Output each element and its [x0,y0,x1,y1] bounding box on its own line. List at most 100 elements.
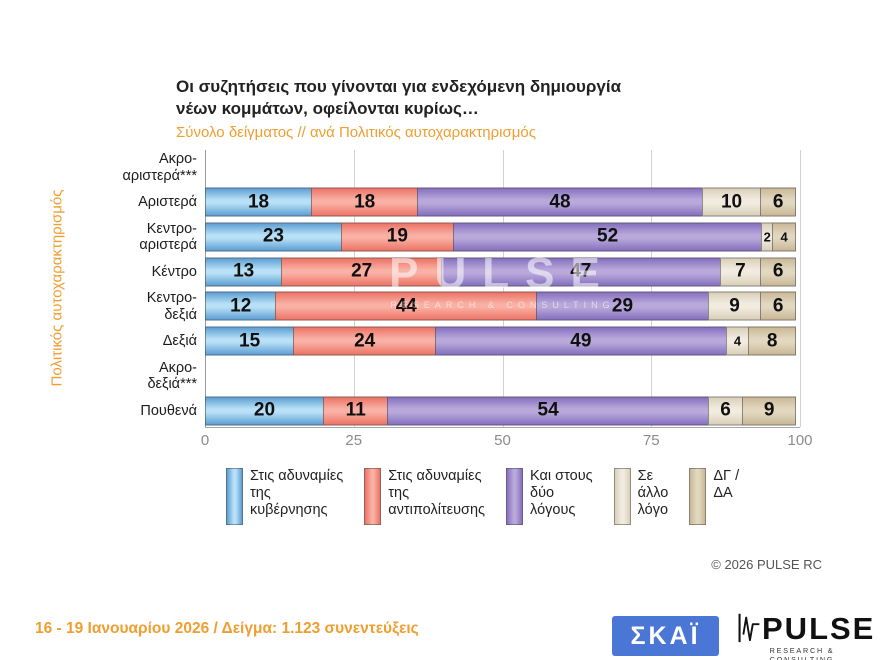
chart-row: Αριστερά 18 18 48 10 6 [138,185,800,220]
pulse-waveform-icon [738,613,760,643]
pulse-logo-text: PULSE [762,611,876,646]
value-label: 10 [720,191,743,213]
survey-note: 16 - 19 Ιανουαρίου 2026 / Δείγμα: 1.123 … [35,620,419,637]
bar-segment: 19 [340,222,454,252]
stacked-bar: 20 11 54 6 9 [205,396,800,426]
category-label: Ακρο- δεξιά*** [147,359,197,392]
bar-segment: 48 [417,187,703,217]
legend-label: ΔΓ / ΔΑ [713,468,740,502]
bar-segment: 8 [748,326,796,356]
value-label: 24 [354,330,376,352]
bar-segment: 29 [536,291,709,321]
value-label: 49 [570,330,592,352]
stacked-bar: 23 19 52 2 4 [205,222,800,252]
value-label: 47 [570,260,592,282]
value-label: 4 [733,333,742,349]
x-tick-label: 0 [200,432,210,449]
value-label: 7 [735,260,746,282]
value-label: 20 [253,399,276,421]
value-label: 23 [262,225,284,247]
category-label: Κεντρο- αριστερά [139,220,197,253]
legend-item: Στις αδυναμίες της αντιπολίτευσης [364,468,485,525]
pulse-logo: PULSE RESEARCH & CONSULTING [736,610,873,660]
gridline [502,150,504,427]
chart-title: Οι συζητήσεις που γίνονται για ενδεχόμεν… [176,77,622,119]
category-label: Πουθενά [140,402,197,419]
value-label: 12 [230,295,252,317]
legend-swatch [613,468,631,525]
value-label: 15 [239,330,261,352]
bar-segment: 9 [707,291,762,321]
value-label: 29 [611,295,634,317]
gridline [800,150,801,427]
category-label: Κεντρο- δεξιά [146,290,197,323]
bar-segment: 4 [772,222,796,252]
bar-segment: 6 [760,257,796,287]
legend: Στις αδυναμίες της κυβέρνησης Στις αδυναμ… [226,468,739,525]
bar-segment: 12 [205,291,277,321]
x-axis: 0 25 50 75 100 [201,432,813,452]
chart-row: Δεξιά 15 24 49 4 8 [163,324,800,359]
chart-row: Κεντρο- αριστερά 23 19 52 2 4 [139,220,800,255]
value-label: 27 [351,260,373,282]
stacked-bar: 18 18 48 10 6 [205,187,800,217]
bar-segment: 27 [281,257,442,287]
bar-segment: 52 [452,222,763,252]
bar-segment: 6 [707,396,744,426]
value-label: 48 [549,191,571,213]
legend-label: Και στους δύο λόγους [530,468,593,519]
bar-segment: 20 [205,396,324,426]
chart-row: Ακρο- δεξιά*** [147,359,800,394]
legend-item: Και στους δύο λόγους [506,468,593,525]
x-tick-label: 75 [642,432,660,449]
x-tick-label: 25 [345,432,363,449]
category-label: Αριστερά [138,194,197,211]
value-label: 2 [763,229,771,245]
skai-logo-text: ΣΚΑΪ [630,621,701,650]
bar-segment: 6 [760,187,796,217]
chart-subtitle: Σύνολο δείγματος // ανά Πολιτικός αυτοχα… [176,124,536,141]
stacked-bar: 13 27 47 7 6 [205,257,800,287]
value-label: 44 [395,295,417,317]
stacked-bar: 15 24 49 4 8 [205,326,800,356]
chart-row: Πουθενά 20 11 54 6 9 [140,393,800,428]
legend-swatch [226,468,243,525]
category-label: Ακρο- αριστερά*** [122,151,197,184]
legend-swatch [506,468,524,525]
value-label: 54 [537,399,559,421]
value-label: 11 [345,399,366,421]
category-label: Δεξιά [162,333,197,350]
bar-segment: 13 [205,257,283,287]
value-label: 18 [354,191,376,213]
x-tick-label: 100 [787,432,813,449]
legend-item: Σε άλλο λόγο [613,468,668,525]
bar-segment: 7 [719,257,762,287]
bar-segment: 47 [440,257,721,287]
bar-segment: 4 [725,326,750,356]
bar-segment: 24 [293,326,437,356]
legend-item: Στις αδυναμίες της κυβέρνησης [226,468,343,525]
legend-label: Στις αδυναμίες της κυβέρνησης [250,468,344,519]
bar-segment: 18 [311,187,419,217]
value-label: 8 [766,330,778,352]
plot-area: Ακρο- αριστερά*** Αριστερά 18 18 48 10 6 Κεντρο… [122,150,801,428]
bar-segment: 15 [205,326,295,356]
gridline [651,150,653,427]
value-label: 6 [720,399,731,421]
chart-row: Ακρο- αριστερά*** [122,150,800,185]
legend-swatch [689,468,707,525]
bar-segment: 10 [701,187,762,217]
value-label: 9 [763,399,775,421]
value-label: 4 [780,229,788,245]
bar-segment: 49 [435,326,727,356]
bar-segment: 23 [205,222,342,252]
stacked-bar: 12 44 29 9 6 [205,291,800,321]
x-tick-label: 50 [494,432,511,449]
gridlines [205,150,801,427]
legend-label: Στις αδυναμίες της αντιπολίτευσης [388,468,486,519]
bar-segment: 6 [760,291,796,321]
value-label: 52 [597,225,619,247]
value-label: 9 [729,295,740,317]
value-label: 6 [772,260,784,282]
